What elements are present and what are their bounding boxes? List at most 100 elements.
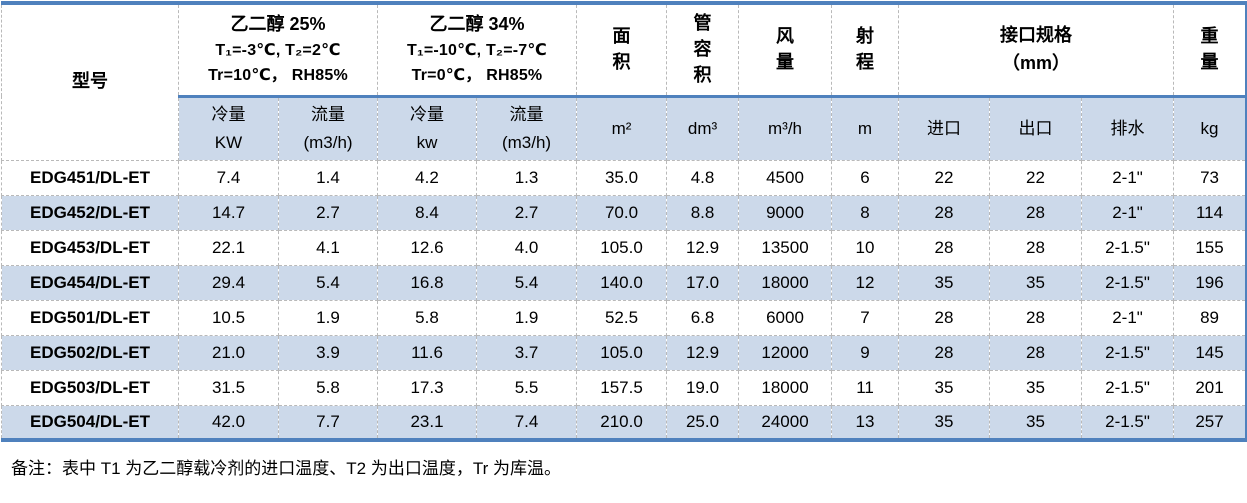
subheader-connections-outlet: 出口	[989, 95, 1083, 161]
value-cell: 18000	[738, 264, 833, 301]
value-cell: 35	[989, 264, 1083, 301]
value-cell: 8	[831, 194, 900, 231]
subheader-glycol34-cooling: 冷量 kw	[377, 95, 477, 161]
model-cell: EDG452/DL-ET	[1, 194, 179, 231]
value-cell: 1.3	[475, 159, 578, 196]
value-cell: 11.6	[377, 334, 477, 371]
value-cell: 6.8	[666, 299, 740, 336]
value-cell: 155	[1173, 229, 1247, 266]
value-cell: 12000	[738, 334, 833, 371]
area-label: 面积	[612, 25, 631, 72]
glycol25-title: 乙二醇 25%	[230, 14, 326, 34]
subheader-air-flow-unit: m³/h	[738, 95, 833, 161]
table-row: EDG454/DL-ET 29.4 5.4 16.8 5.4 140.0 17.0 18000…	[1, 264, 1247, 301]
value-cell: 196	[1173, 264, 1247, 301]
value-cell: 3.9	[278, 334, 378, 371]
value-cell: 23.1	[377, 404, 477, 441]
glycol25-flow-label: 流量	[311, 105, 345, 125]
value-cell: 2-1.5"	[1081, 369, 1175, 406]
model-cell: EDG502/DL-ET	[1, 334, 179, 371]
glycol34-temps: T₁=-10℃, T₂=-7℃	[407, 41, 547, 59]
column-header-throw-range: 射程	[831, 2, 900, 98]
value-cell: 21.0	[178, 334, 279, 371]
subheader-glycol25-cooling: 冷量 KW	[178, 95, 279, 161]
column-header-glycol34: 乙二醇 34% T₁=-10℃, T₂=-7℃ Tr=0℃， RH85%	[376, 2, 578, 98]
value-cell: 5.4	[278, 264, 378, 301]
value-cell: 1.4	[278, 159, 378, 196]
value-cell: 2-1.5"	[1081, 264, 1175, 301]
table-row: EDG451/DL-ET 7.4 1.4 4.2 1.3 35.0 4.8 4500 6 22 22…	[1, 159, 1247, 196]
value-cell: 35.0	[576, 159, 668, 196]
value-cell: 4.1	[278, 229, 378, 266]
glycol25-flow-unit: (m3/h)	[303, 132, 353, 152]
value-cell: 10.5	[178, 299, 279, 336]
column-header-model: 型号	[1, 2, 179, 161]
column-header-connections: 接口规格 （mm）	[898, 2, 1175, 98]
glycol34-flow-label: 流量	[509, 105, 544, 125]
value-cell: 9000	[738, 194, 833, 231]
value-cell: 7.4	[475, 404, 578, 441]
header-row-main: 型号 乙二醇 25% T₁=-3℃, T₂=2℃ Tr=10℃， RH85% 乙…	[1, 2, 1247, 161]
subheader-connections-inlet: 进口	[898, 95, 991, 161]
value-cell: 9	[831, 334, 900, 371]
model-cell: EDG504/DL-ET	[1, 404, 179, 441]
subheader-tube-volume-unit: dm³	[666, 95, 740, 161]
value-cell: 13	[831, 404, 900, 441]
spec-table: 型号 乙二醇 25% T₁=-3℃, T₂=2℃ Tr=10℃， RH85% 乙…	[1, 1, 1247, 442]
value-cell: 29.4	[178, 264, 279, 301]
glycol34-title: 乙二醇 34%	[429, 14, 525, 34]
value-cell: 1.9	[278, 299, 378, 336]
table-row: EDG503/DL-ET 31.5 5.8 17.3 5.5 157.5 19.0 18000…	[1, 369, 1247, 406]
value-cell: 8.4	[377, 194, 477, 231]
value-cell: 12.9	[666, 334, 740, 371]
value-cell: 210.0	[576, 404, 668, 441]
value-cell: 12.6	[377, 229, 477, 266]
glycol25-condition: Tr=10℃， RH85%	[208, 66, 348, 84]
value-cell: 2-1.5"	[1081, 404, 1175, 441]
table-row: EDG504/DL-ET 42.0 7.7 23.1 7.4 210.0 25.0 24000…	[1, 404, 1247, 441]
value-cell: 35	[898, 369, 991, 406]
column-header-area: 面积	[576, 2, 668, 98]
value-cell: 7.4	[178, 159, 279, 196]
model-cell: EDG454/DL-ET	[1, 264, 179, 301]
value-cell: 2-1.5"	[1081, 229, 1175, 266]
connections-unit: （mm）	[1002, 52, 1071, 73]
value-cell: 5.8	[377, 299, 477, 336]
value-cell: 24000	[738, 404, 833, 441]
value-cell: 22	[898, 159, 991, 196]
value-cell: 4.0	[475, 229, 578, 266]
subheader-area-unit: m²	[576, 95, 668, 161]
spec-table-body: EDG451/DL-ET 7.4 1.4 4.2 1.3 35.0 4.8 4500 6 22 22…	[1, 159, 1247, 441]
value-cell: 28	[989, 334, 1083, 371]
column-header-glycol25: 乙二醇 25% T₁=-3℃, T₂=2℃ Tr=10℃， RH85%	[178, 2, 378, 98]
value-cell: 11	[831, 369, 900, 406]
column-header-weight: 重量	[1173, 2, 1247, 98]
value-cell: 25.0	[666, 404, 740, 441]
footnote: 备注：表中 T1 为乙二醇载冷剂的进口温度、T2 为出口温度，Tr 为库温。	[11, 459, 561, 478]
value-cell: 8.8	[666, 194, 740, 231]
header-row-units: 冷量 KW 流量 (m3/h) 冷量 kw 流量 (m3/h) m² dm³ m…	[2, 95, 1247, 161]
value-cell: 4.8	[666, 159, 740, 196]
glycol25-cooling-unit: KW	[214, 132, 243, 152]
subheader-glycol25-flow: 流量 (m3/h)	[278, 95, 378, 161]
value-cell: 17.0	[666, 264, 740, 301]
value-cell: 6000	[738, 299, 833, 336]
value-cell: 73	[1173, 159, 1247, 196]
value-cell: 22	[989, 159, 1083, 196]
subheader-weight-unit: kg	[1173, 95, 1247, 161]
value-cell: 5.8	[278, 369, 378, 406]
value-cell: 2-1"	[1081, 194, 1175, 231]
value-cell: 52.5	[576, 299, 668, 336]
value-cell: 13500	[738, 229, 833, 266]
subheader-connections-drain: 排水	[1081, 95, 1175, 161]
value-cell: 28	[989, 299, 1083, 336]
glycol25-temps: T₁=-3℃, T₂=2℃	[215, 41, 341, 59]
value-cell: 35	[989, 404, 1083, 441]
value-cell: 18000	[738, 369, 833, 406]
column-header-air-flow: 风量	[738, 2, 833, 98]
value-cell: 28	[989, 229, 1083, 266]
value-cell: 2-1"	[1081, 299, 1175, 336]
value-cell: 157.5	[576, 369, 668, 406]
value-cell: 5.5	[475, 369, 578, 406]
value-cell: 28	[898, 194, 991, 231]
